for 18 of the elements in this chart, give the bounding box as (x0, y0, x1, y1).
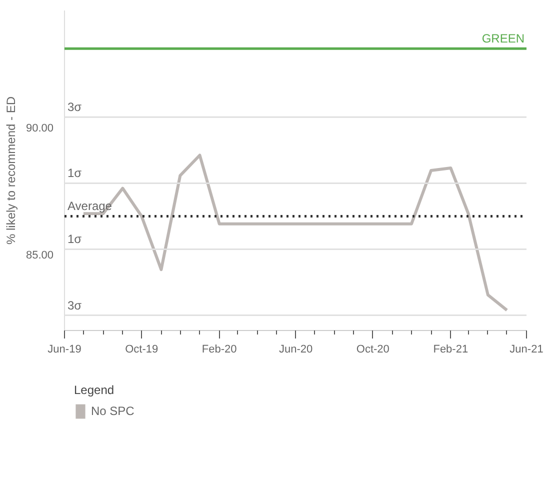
legend-label: No SPC (91, 404, 134, 418)
x-tick-label: Oct-19 (125, 344, 158, 356)
ref-line-label: 1σ (68, 232, 82, 246)
legend-title: Legend (74, 383, 116, 397)
ref-line-label: 1σ (68, 166, 82, 180)
x-tick-label: Jun-21 (510, 344, 544, 356)
y-tick-label: 85.00 (26, 249, 54, 262)
ref-line-label: 3σ (68, 298, 82, 312)
y-tick-label: 90.00 (26, 122, 54, 134)
ref-line-label: GREEN (482, 32, 525, 46)
x-tick-label: Feb-20 (202, 344, 237, 356)
y-axis-title: % likely to recommend - ED (4, 96, 18, 245)
ref-line-label: 3σ (68, 100, 82, 114)
x-tick-label: Feb-21 (433, 344, 468, 356)
x-tick-label: Jun-20 (279, 344, 313, 356)
ref-line-label: Average (68, 199, 112, 214)
x-tick-label: Oct-20 (356, 344, 390, 356)
x-tick-label: Jun-19 (48, 344, 82, 356)
